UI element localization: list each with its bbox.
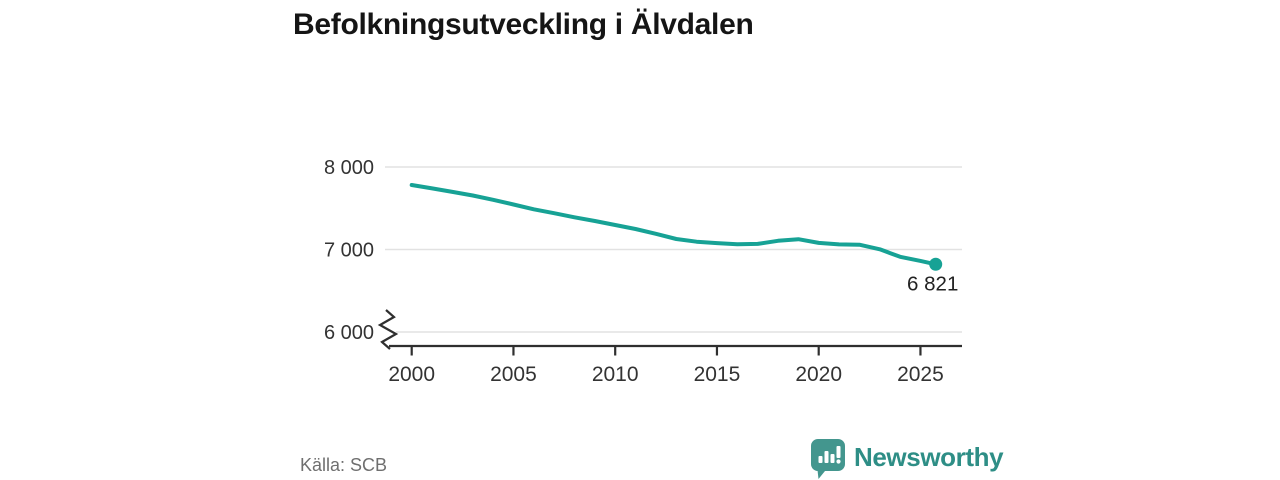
- x-tick-label: 2010: [592, 363, 639, 386]
- x-tick-label: 2015: [694, 363, 741, 386]
- y-tick-label: 7 000: [324, 240, 374, 262]
- y-tick-label: 8 000: [324, 157, 374, 179]
- y-tick-label: 6 000: [324, 322, 374, 344]
- source-note: Källa: SCB: [300, 455, 388, 475]
- x-tick-label: 2000: [388, 363, 435, 386]
- chart-title: Befolkningsutveckling i Älvdalen: [293, 8, 754, 41]
- newsworthy-wordmark: Newsworthy: [854, 442, 1004, 472]
- end-point-marker: [929, 257, 943, 271]
- x-tick-label: 2020: [795, 363, 842, 386]
- newsworthy-speech-bubble-bar-chart-icon: [811, 439, 845, 479]
- population-line: [409, 183, 938, 267]
- x-tick-label: 2005: [490, 363, 537, 386]
- end-value-label: 6 821: [907, 272, 958, 295]
- y-axis-break-icon: [377, 309, 399, 350]
- newsworthy-logo: Newsworthy: [810, 438, 1004, 480]
- x-tick-label: 2025: [897, 363, 944, 386]
